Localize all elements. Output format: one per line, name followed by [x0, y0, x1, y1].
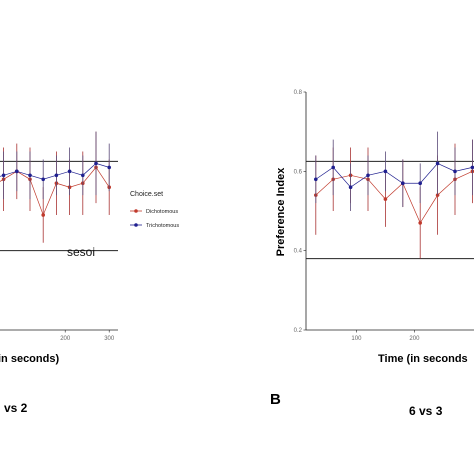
- legend-label-trichotomous: Trichotomous: [146, 223, 179, 229]
- panel-b-y-tick-label: 0.6: [294, 169, 303, 175]
- legend-title: Choice.set: [130, 191, 163, 198]
- legend-marker-trichotomous: [134, 223, 138, 227]
- panel-b-letter: B: [270, 391, 281, 408]
- panel-a-point-trichotomous: [94, 161, 98, 166]
- panel-b-point-dichotomous: [418, 221, 423, 225]
- panel-b-y-tick-label: 0.8: [294, 90, 303, 96]
- panel-a-sesoi-label: sesoi: [67, 245, 95, 259]
- panel-b-point-trichotomous: [383, 169, 388, 174]
- panel-b-point-trichotomous: [348, 185, 353, 189]
- panel-a-plot-area: 200 300: [0, 131, 118, 342]
- panel-b-x-tick-label: 200: [409, 336, 420, 342]
- panel-b-caption: 6 vs 3: [409, 404, 443, 418]
- panel-b-point-trichotomous: [331, 165, 336, 170]
- panel-a-point-trichotomous: [28, 173, 32, 178]
- panel-b-point-trichotomous: [366, 173, 370, 178]
- legend-item-dichotomous: Dichotomous: [130, 209, 178, 215]
- panel-a-point-trichotomous: [54, 173, 59, 178]
- panel-b-y-axis-title: Preference Index: [275, 167, 287, 257]
- panel-b-y-tick-label: 0.4: [294, 249, 303, 255]
- panel-b-point-dichotomous: [383, 197, 388, 201]
- panel-a-x-axis-title: in seconds): [0, 353, 59, 365]
- panel-a-point-trichotomous: [67, 169, 72, 174]
- panel-b-series-line-dichotomous: [315, 171, 473, 224]
- panel-a: 200 300 sesoi in seconds) vs 2: [0, 131, 118, 415]
- panel-b-y-tick-label: 0.2: [294, 328, 303, 334]
- legend-item-trichotomous: Trichotomous: [130, 223, 179, 229]
- panel-a-point-trichotomous: [107, 165, 111, 170]
- panel-b-point-trichotomous: [435, 161, 440, 166]
- panel-b-point-trichotomous: [418, 181, 423, 186]
- panel-b-x-tick-label: 100: [351, 336, 362, 342]
- panel-b-series-line-trichotomous: [315, 162, 473, 188]
- panel-a-x-tick-label: 300: [104, 336, 115, 342]
- panel-a-series-line-dichotomous: [0, 166, 110, 216]
- panel-b-point-trichotomous: [401, 181, 405, 186]
- panel-b-point-trichotomous: [453, 169, 457, 174]
- panel-b-x-axis-title: Time (in seconds: [378, 353, 468, 365]
- panel-a-series-line-trichotomous: [0, 163, 110, 180]
- panel-a-point-dichotomous: [41, 213, 45, 217]
- panel-b-plot-area: 0.2 0.4 0.6 0.8 100 200: [294, 90, 474, 342]
- panel-a-point-trichotomous: [81, 173, 85, 178]
- panel-a-caption: vs 2: [4, 401, 28, 415]
- legend: Choice.set Dichotomous Trichotomous: [130, 191, 179, 229]
- panel-a-x-tick-label: 200: [60, 336, 71, 342]
- panel-b: 0.2 0.4 0.6 0.8 100 200 Preference Index Time…: [270, 90, 474, 418]
- panel-b-point-trichotomous: [314, 177, 318, 182]
- panel-a-point-trichotomous: [14, 169, 19, 174]
- legend-label-dichotomous: Dichotomous: [146, 209, 178, 215]
- legend-marker-dichotomous: [134, 209, 138, 213]
- panel-a-point-trichotomous: [41, 177, 45, 182]
- panel-a-point-trichotomous: [1, 173, 6, 178]
- panel-b-point-trichotomous: [470, 165, 474, 170]
